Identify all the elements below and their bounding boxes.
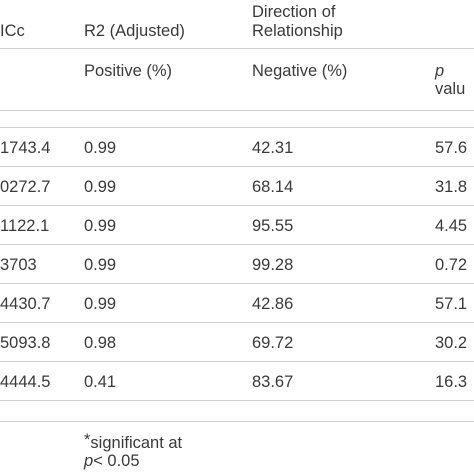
- row-4-p: 0.72: [435, 256, 468, 274]
- footnote-line2: p< 0.05: [84, 452, 140, 471]
- row-7-rule: [0, 400, 474, 401]
- row-3-negative: 95.55: [252, 217, 294, 235]
- row-7-aicc: 4444.5: [0, 373, 51, 391]
- row-7-p: 16.3: [435, 373, 468, 391]
- row-1-negative: 42.31: [252, 139, 294, 157]
- subheader-negative: Negative (%): [252, 62, 348, 80]
- row-7-r2: 0.41: [84, 373, 117, 391]
- row-6-negative: 69.72: [252, 334, 294, 352]
- row-3-rule: [0, 244, 474, 245]
- subheader-positive: Positive (%): [84, 62, 173, 80]
- row-5-p: 57.1: [435, 295, 468, 313]
- footnote-text: significant at: [90, 434, 183, 452]
- row-1-p: 57.6: [435, 139, 468, 157]
- footnote-threshold: < 0.05: [93, 452, 140, 470]
- row-4-rule: [0, 283, 474, 284]
- row-6-aicc: 5093.8: [0, 334, 51, 352]
- row-2-negative: 68.14: [252, 178, 294, 196]
- footnote-p-symbol: p: [84, 452, 94, 470]
- spacer-rule: [0, 127, 474, 128]
- row-2-r2: 0.99: [84, 178, 117, 196]
- row-3-p: 4.45: [435, 217, 468, 235]
- row-5-r2: 0.99: [84, 295, 117, 313]
- footnote-marker: *: [84, 431, 91, 449]
- row-4-aicc: 3703: [0, 256, 37, 274]
- row-6-p: 30.2: [435, 334, 468, 352]
- row-3-aicc: 1122.1: [0, 217, 50, 235]
- subheader-rule: [0, 110, 474, 111]
- row-1-rule: [0, 166, 474, 167]
- row-5-negative: 42.86: [252, 295, 294, 313]
- row-6-r2: 0.98: [84, 334, 117, 352]
- footnote-line1: *significant at: [84, 431, 183, 453]
- row-3-r2: 0.99: [84, 217, 117, 235]
- header-direction-line2: Relationship: [252, 22, 343, 40]
- row-5-aicc: 4430.7: [0, 295, 51, 313]
- header-rule: [0, 48, 474, 49]
- row-2-aicc: 0272.7: [0, 178, 51, 196]
- subheader-p-rest: valu: [435, 80, 466, 98]
- row-6-rule: [0, 361, 474, 362]
- row-2-p: 31.8: [435, 178, 468, 196]
- subheader-p-symbol: p: [435, 62, 445, 80]
- row-2-rule: [0, 205, 474, 206]
- row-4-r2: 0.99: [84, 256, 117, 274]
- row-1-aicc: 1743.4: [0, 139, 51, 157]
- row-1-r2: 0.99: [84, 139, 117, 157]
- header-aicc: ICc: [0, 22, 25, 40]
- row-5-rule: [0, 322, 474, 323]
- table-bottom-rule: [0, 421, 474, 422]
- header-r2: R2 (Adjusted): [84, 22, 185, 40]
- header-direction-line1: Direction of: [252, 3, 336, 21]
- row-4-negative: 99.28: [252, 256, 294, 274]
- row-7-negative: 83.67: [252, 373, 294, 391]
